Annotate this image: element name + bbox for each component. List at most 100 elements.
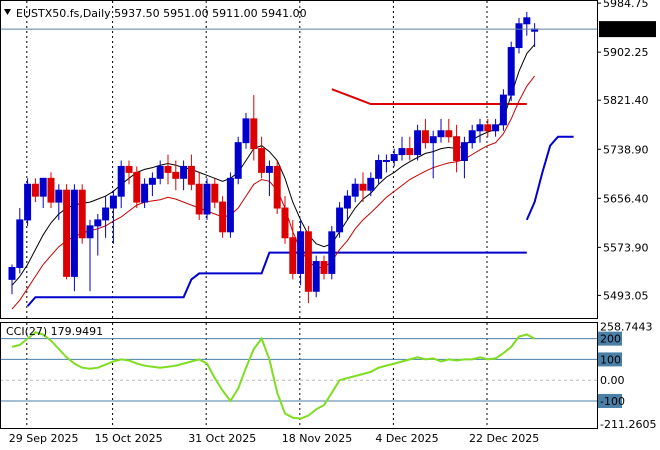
x-tick-label: 4 Dec 2025 — [375, 432, 438, 445]
y-tick-label: 5738.90 — [603, 143, 649, 156]
candle-body — [234, 142, 242, 179]
candle-body — [273, 165, 281, 209]
cci-tick-label: -100 — [600, 395, 625, 408]
candle-body — [453, 136, 461, 161]
candle-body — [211, 183, 219, 203]
cci-tick-label: 200 — [600, 333, 621, 346]
candle-body — [507, 47, 515, 96]
y-tick-label: 5656.40 — [603, 192, 649, 205]
cci-level-badge — [598, 352, 622, 367]
x-tick-label: 29 Sep 2025 — [9, 432, 79, 445]
candle-body — [421, 130, 429, 144]
chart-title: EUSTX50.fs,Daily 5937.50 5951.00 5911.00… — [16, 7, 307, 20]
cci-tick-label: 0.00 — [600, 374, 625, 387]
candle-body — [359, 183, 367, 191]
candle-body — [133, 171, 141, 203]
candle-body — [367, 177, 375, 191]
candle-body — [304, 231, 312, 292]
candle-body — [78, 189, 86, 239]
x-tick-label: 18 Nov 2025 — [282, 432, 352, 445]
candle-body — [242, 118, 250, 144]
candle-body — [515, 23, 523, 49]
candle-body — [102, 207, 110, 221]
candle-body — [499, 94, 507, 126]
candle-body — [47, 177, 55, 203]
candle-body — [187, 165, 195, 185]
candle-body — [336, 207, 344, 233]
cci-panel-frame — [0, 322, 598, 429]
candle-body — [429, 136, 437, 144]
cci-tick-label: 258.7443 — [600, 320, 653, 333]
candle-body — [31, 183, 39, 197]
candle-body — [445, 130, 453, 138]
candle-body — [476, 124, 484, 132]
candle-body — [320, 261, 328, 274]
candle-body — [70, 189, 78, 277]
current-price-label: 5941.00 — [603, 23, 649, 36]
candle-body — [63, 189, 71, 277]
y-tick-label: 5902.25 — [603, 46, 649, 59]
main-panel-frame — [0, 0, 598, 319]
support-line — [26, 251, 527, 307]
grid-lines — [26, 1, 488, 428]
candle-body — [414, 130, 422, 156]
cci-tick-label: -211.2605 — [600, 418, 656, 431]
candle-body — [351, 183, 359, 197]
candle-body — [484, 124, 492, 132]
y-tick-label: 5984.75 — [603, 0, 649, 10]
candle-body — [460, 142, 468, 161]
candle-body — [437, 130, 445, 138]
candle-body — [164, 165, 172, 173]
candle-body — [328, 231, 336, 274]
candle-body — [258, 148, 266, 173]
candle-body — [148, 177, 156, 185]
cci-indicator-plot — [0, 331, 597, 420]
candle-body — [289, 237, 297, 274]
trend-line — [331, 88, 527, 105]
x-tick-label: 31 Oct 2025 — [188, 432, 256, 445]
candle-body — [390, 154, 398, 161]
candle-body — [398, 148, 406, 156]
candle-body — [219, 201, 227, 233]
candle-body — [141, 183, 149, 203]
candle-body — [16, 219, 24, 268]
moving-average-slow — [11, 75, 535, 310]
candle-body — [406, 148, 414, 156]
candle-body — [297, 231, 305, 274]
candle-body — [203, 183, 211, 215]
candle-body — [195, 183, 203, 215]
candle-body — [226, 177, 234, 233]
candle-body — [265, 165, 273, 173]
candle-body — [468, 130, 476, 144]
candle-body — [39, 177, 47, 197]
candle-body — [55, 189, 63, 203]
cci-line — [11, 331, 536, 420]
y-tick-label: 5493.05 — [603, 289, 649, 302]
candle-body — [250, 118, 258, 150]
cci-level-badge — [598, 393, 622, 408]
x-tick-label: 22 Dec 2025 — [469, 432, 539, 445]
candle-body — [343, 195, 351, 209]
candle-body — [180, 165, 188, 179]
candle-body — [117, 165, 125, 197]
candle-body — [492, 124, 500, 132]
candle-body — [382, 159, 390, 162]
cci-tick-label: 100 — [600, 353, 621, 366]
candle-body — [125, 165, 133, 173]
dropdown-triangle-icon — [4, 9, 11, 15]
candle-body — [523, 17, 531, 25]
candle-body — [172, 171, 180, 179]
x-tick-label: 15 Oct 2025 — [95, 432, 163, 445]
main-price-plot — [0, 11, 597, 310]
candle-body — [109, 195, 117, 209]
current-price-badge — [599, 21, 656, 38]
candle-body — [281, 207, 289, 239]
candle-body — [156, 165, 164, 179]
moving-average-fast — [11, 44, 535, 286]
candle-body — [86, 225, 94, 239]
cci-label: CCI(27) 179.9491 — [6, 325, 103, 338]
y-tick-label: 5573.90 — [603, 241, 649, 254]
stop-line — [525, 135, 574, 221]
